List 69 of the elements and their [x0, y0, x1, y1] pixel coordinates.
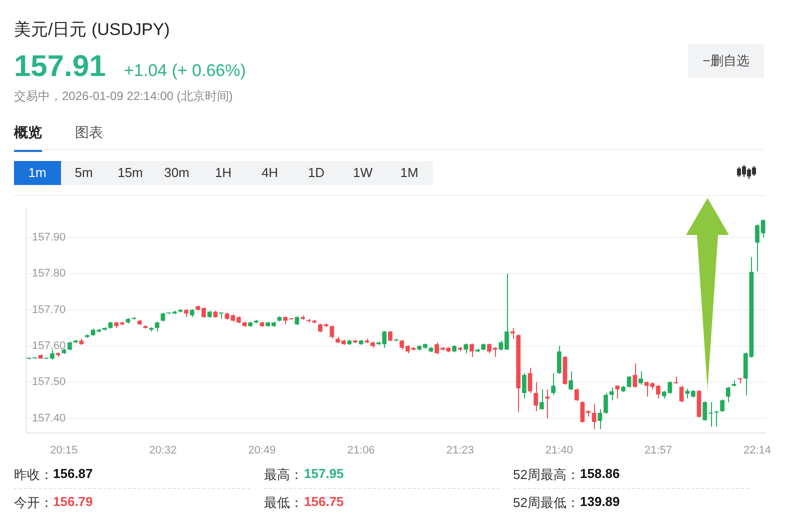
candlestick: [551, 372, 556, 396]
x-tick-label: 21:57: [644, 444, 672, 456]
text: 1W: [352, 164, 374, 182]
candlestick: [679, 386, 684, 403]
candlestick: [568, 370, 573, 391]
candlestick: [388, 330, 392, 342]
text: 1m: [14, 161, 60, 185]
x-tick-label: 20:32: [149, 444, 177, 456]
candlestick: [539, 388, 544, 410]
text: 156.79: [53, 494, 93, 509]
text: 156.75: [304, 494, 344, 509]
text: 1H: [214, 164, 233, 182]
y-tick-label: 157.50: [32, 376, 66, 388]
y-tick-label: 157.90: [32, 232, 66, 244]
x-tick-label: 21:06: [347, 444, 375, 456]
text: 157.95: [304, 466, 344, 481]
text: 156.87: [53, 466, 93, 481]
candlestick: [556, 346, 562, 374]
y-tick-label: 157.60: [32, 340, 66, 352]
candlestick: [528, 367, 532, 394]
candlestick: [726, 386, 730, 403]
text: 30m: [163, 164, 190, 182]
text: 1M: [399, 164, 420, 182]
text: 昨收：: [14, 466, 53, 484]
candlestick: [154, 321, 160, 332]
candlestick: [522, 372, 526, 399]
candlestick: [632, 362, 638, 388]
text: 52周最低：: [513, 494, 580, 512]
candlestick: [464, 342, 468, 354]
candlestick: [626, 376, 632, 388]
x-tick-label: 21:23: [446, 444, 474, 456]
text: 52周最高：: [513, 466, 580, 484]
candlestick: [330, 324, 334, 340]
x-tick-label: 20:15: [50, 444, 78, 456]
candlestick: [615, 384, 620, 399]
x-tick-label: 22:14: [743, 444, 772, 456]
text: 158.86: [580, 466, 620, 481]
candlestick: [470, 342, 474, 358]
candlestick: [592, 403, 596, 430]
candlestick: [604, 392, 608, 414]
y-tick-label: 157.70: [32, 304, 66, 316]
text: −删自选: [688, 44, 764, 78]
candlestick: [638, 370, 643, 386]
text: 15m: [116, 164, 144, 182]
text: 4H: [260, 164, 280, 182]
candlestick: [714, 410, 719, 428]
text: 今开：: [14, 494, 53, 512]
text: 157.91: [14, 50, 106, 84]
y-tick-label: 157.40: [32, 412, 66, 424]
x-tick-label: 20:49: [248, 444, 276, 456]
candlestick: [574, 388, 579, 402]
candlestick: [534, 382, 538, 412]
candlestick: [510, 327, 515, 340]
text: 概览: [14, 124, 42, 152]
text: 139.89: [580, 494, 620, 509]
text: 交易中，2026-01-09 22:14:00 (北京时间): [14, 88, 233, 105]
text: +1.04 (+ 0.66%): [124, 61, 246, 81]
text: 最高：: [264, 466, 303, 484]
text: 图表: [75, 124, 103, 142]
text: 5m: [74, 164, 94, 182]
text: 1D: [306, 164, 326, 182]
candlestick: [720, 399, 724, 412]
candlestick: [598, 408, 602, 430]
x-tick-label: 21:40: [545, 444, 573, 456]
y-tick-label: 157.80: [32, 268, 66, 280]
candlestick: [609, 387, 614, 401]
chart-title: 美元/日元 (USDJPY): [14, 19, 170, 41]
candlestick: [545, 388, 550, 419]
text: 最低：: [264, 494, 303, 512]
